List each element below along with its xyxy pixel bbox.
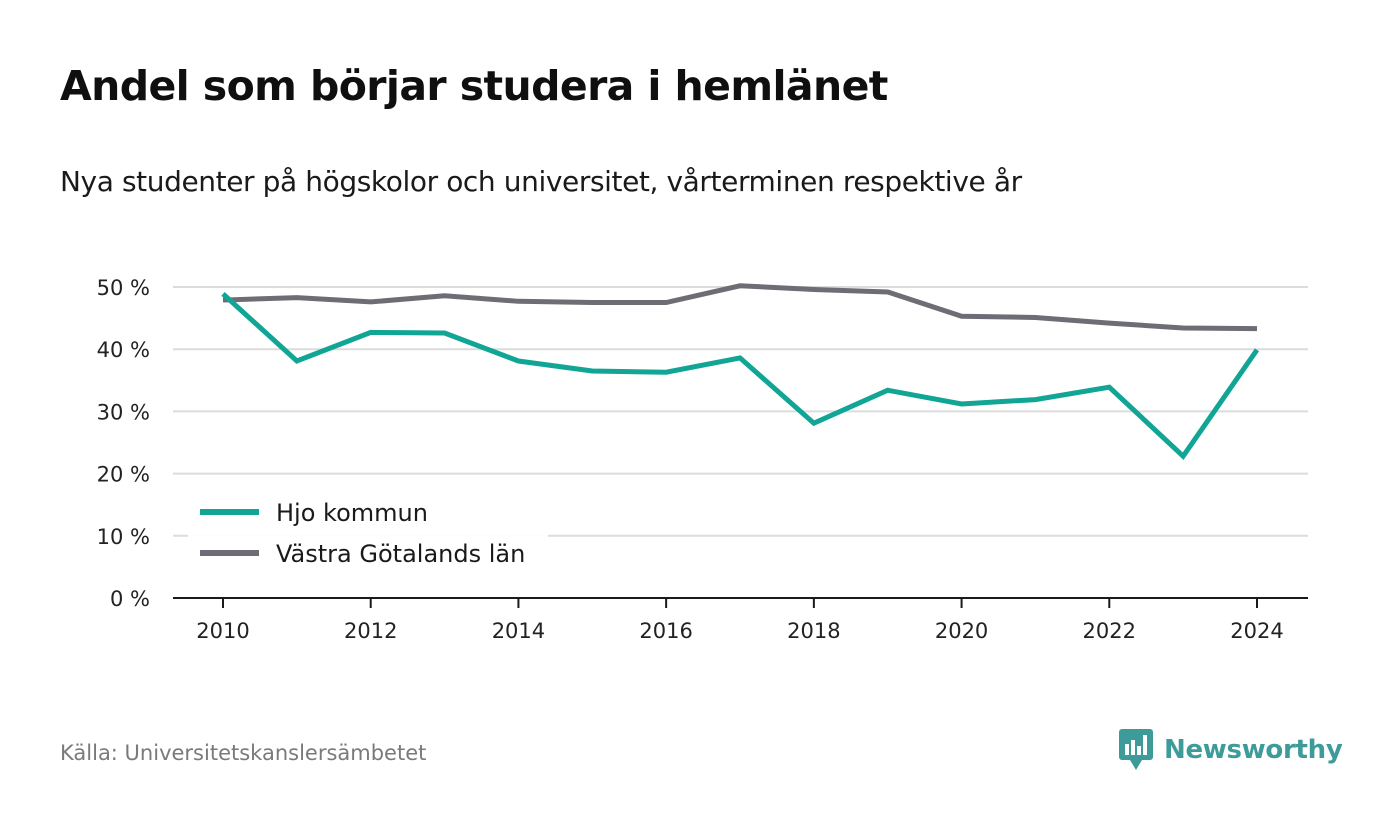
x-tick-labels: 2010 2012 2014 2016 2018 2020 2022 2024 (196, 598, 1284, 643)
legend-label: Hjo kommun (276, 499, 428, 527)
newsworthy-logo-icon (1119, 729, 1153, 770)
y-tick-label: 50 % (97, 276, 150, 300)
y-tick-label: 10 % (97, 525, 150, 549)
legend-label: Västra Götalands län (276, 540, 525, 568)
y-tick-labels: 0 % 10 % 20 % 30 % 40 % 50 % (97, 276, 150, 611)
x-tick-label: 2012 (344, 619, 397, 643)
x-tick-label: 2022 (1083, 619, 1136, 643)
y-tick-label: 20 % (97, 463, 150, 487)
series-line-v-stra-g-talands-l-n (222, 283, 1258, 332)
x-tick-label: 2024 (1230, 619, 1283, 643)
legend-background (188, 492, 548, 578)
y-tick-label: 0 % (110, 587, 150, 611)
x-tick-label: 2010 (196, 619, 249, 643)
brand-logo: Newsworthy (1118, 728, 1343, 772)
source-note: Källa: Universitetskanslersämbetet (60, 741, 427, 765)
x-tick-label: 2018 (787, 619, 840, 643)
x-tick-label: 2020 (935, 619, 988, 643)
y-tick-label: 30 % (97, 400, 150, 424)
x-tick-label: 2014 (492, 619, 545, 643)
chart-subtitle: Nya studenter på högskolor och universit… (60, 165, 1022, 198)
legend: Hjo kommun Västra Götalands län (188, 492, 548, 578)
line-chart: 0 % 10 % 20 % 30 % 40 % 50 % 2010 2012 2014 2016… (97, 276, 1308, 643)
chart-title: Andel som börjar studera i hemlänet (60, 62, 888, 110)
series-line-hjo-kommun (221, 291, 1260, 460)
x-tick-label: 2016 (639, 619, 692, 643)
series-lines (221, 283, 1260, 460)
brand-name: Newsworthy (1164, 735, 1343, 765)
y-tick-label: 40 % (97, 338, 150, 362)
